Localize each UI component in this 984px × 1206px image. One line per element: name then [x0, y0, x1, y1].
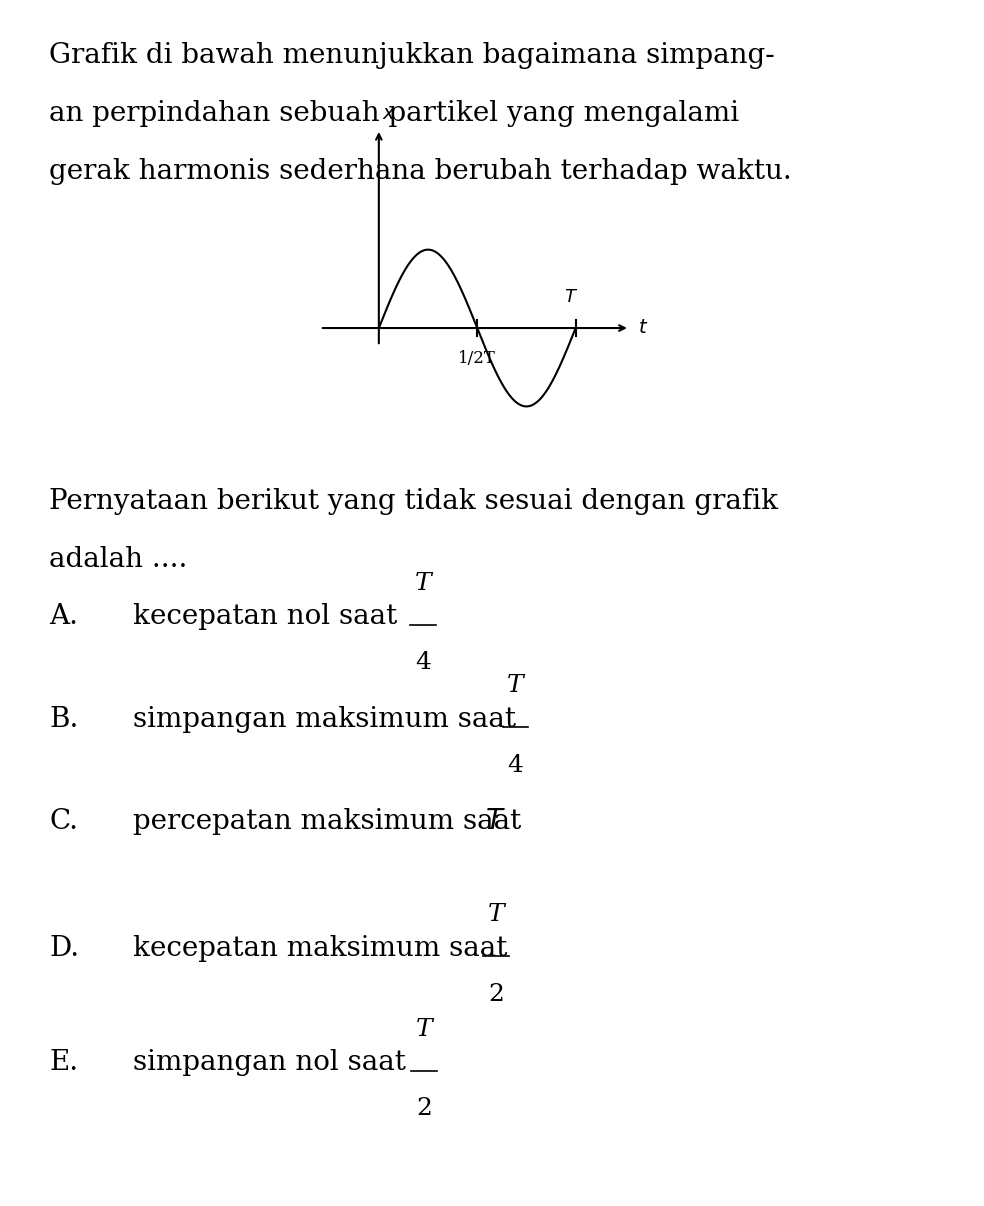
- Text: B.: B.: [49, 706, 79, 732]
- Text: $T$: $T$: [564, 288, 578, 306]
- Text: 2: 2: [488, 983, 504, 1006]
- Text: E.: E.: [49, 1049, 79, 1076]
- Text: kecepatan nol saat: kecepatan nol saat: [133, 603, 398, 630]
- Text: percepatan maksimum saat: percepatan maksimum saat: [133, 808, 530, 835]
- Text: D.: D.: [49, 935, 80, 961]
- Text: $x$: $x$: [382, 105, 396, 123]
- Text: Pernyataan berikut yang tidak sesuai dengan grafik: Pernyataan berikut yang tidak sesuai den…: [49, 488, 778, 515]
- Text: T: T: [416, 1018, 432, 1041]
- Text: T: T: [415, 572, 431, 595]
- Text: 1/2T: 1/2T: [459, 350, 496, 367]
- Text: simpangan maksimum saat: simpangan maksimum saat: [133, 706, 516, 732]
- Text: Grafik di bawah menunjukkan bagaimana simpang-: Grafik di bawah menunjukkan bagaimana si…: [49, 42, 775, 69]
- Text: gerak harmonis sederhana berubah terhadap waktu.: gerak harmonis sederhana berubah terhada…: [49, 158, 792, 185]
- Text: T: T: [508, 674, 523, 697]
- Text: 4: 4: [508, 754, 523, 777]
- Text: an perpindahan sebuah partikel yang mengalami: an perpindahan sebuah partikel yang meng…: [49, 100, 739, 127]
- Text: A.: A.: [49, 603, 78, 630]
- Text: adalah ....: adalah ....: [49, 546, 188, 573]
- Text: 4: 4: [415, 651, 431, 674]
- Text: C.: C.: [49, 808, 78, 835]
- Text: kecepatan maksimum saat: kecepatan maksimum saat: [133, 935, 507, 961]
- Text: $T$: $T$: [485, 808, 506, 835]
- Text: 2: 2: [416, 1097, 432, 1120]
- Text: simpangan nol saat: simpangan nol saat: [133, 1049, 405, 1076]
- Text: $t$: $t$: [638, 320, 647, 336]
- Text: T: T: [488, 903, 504, 926]
